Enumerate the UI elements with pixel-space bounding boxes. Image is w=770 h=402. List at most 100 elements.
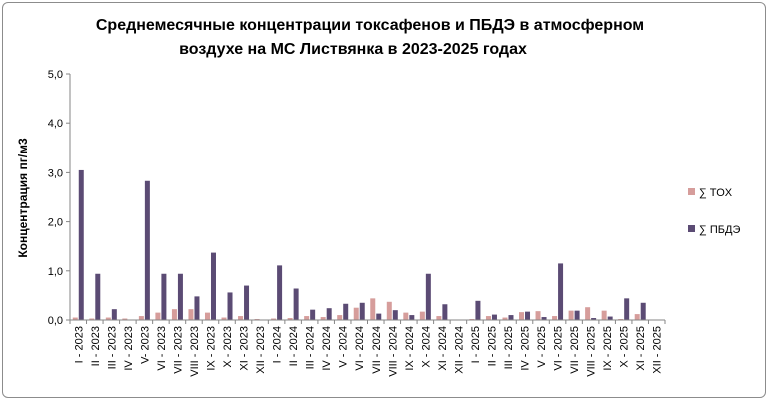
bar-pbde-10 bbox=[227, 292, 233, 320]
x-tick-label: III - 2024 bbox=[305, 326, 317, 369]
bar-pbde-18 bbox=[359, 302, 365, 320]
bar-pbde-20 bbox=[392, 310, 398, 320]
bar-tox-28 bbox=[519, 312, 525, 320]
bar-pbde-27 bbox=[508, 315, 514, 320]
bar-pbde-21 bbox=[409, 315, 415, 320]
legend: ∑ TOX ∑ ПБДЭ bbox=[688, 187, 740, 236]
bar-tox-10 bbox=[221, 317, 227, 320]
y-tick-label: 5,0 bbox=[48, 69, 63, 81]
bar-tox-23 bbox=[436, 316, 442, 320]
bar-tox-26 bbox=[485, 316, 491, 320]
x-tick-label: VII - 2025 bbox=[569, 326, 581, 374]
x-tick-label: X - 2023 bbox=[222, 326, 234, 368]
y-tick-label: 4,0 bbox=[48, 118, 63, 130]
bar-pbde-13 bbox=[277, 265, 283, 320]
x-tick-label: XII - 2024 bbox=[453, 326, 465, 374]
x-tick-label: VII - 2024 bbox=[371, 326, 383, 374]
x-tick-label: III - 2025 bbox=[503, 326, 515, 369]
bar-pbde-8 bbox=[194, 296, 200, 320]
bar-tox-5 bbox=[138, 316, 144, 320]
x-tick-label: II - 2023 bbox=[90, 326, 102, 366]
bar-tox-7 bbox=[171, 309, 177, 320]
bar-pbde-35 bbox=[640, 302, 646, 320]
x-tick-label: VI - 2025 bbox=[553, 326, 565, 371]
x-tick-label: I - 2025 bbox=[470, 326, 482, 363]
bar-tox-16 bbox=[320, 317, 326, 320]
bar-pbde-9 bbox=[210, 252, 216, 320]
x-tick-label: I - 2023 bbox=[73, 326, 85, 363]
bar-tox-13 bbox=[271, 318, 277, 320]
bar-pbde-30 bbox=[558, 263, 564, 320]
x-tick-label: XI - 2024 bbox=[437, 326, 449, 371]
bar-pbde-7 bbox=[177, 273, 183, 320]
y-tick-label: 1,0 bbox=[48, 266, 63, 278]
bar-pbde-6 bbox=[161, 273, 167, 320]
x-tick-label: VIII - 2025 bbox=[586, 326, 598, 377]
x-tick-label: X - 2025 bbox=[619, 326, 631, 368]
x-tick-label: XII - 2023 bbox=[255, 326, 267, 374]
bar-tox-27 bbox=[502, 317, 508, 320]
bar-pbde-34 bbox=[624, 298, 630, 320]
x-tick-label: I - 2024 bbox=[272, 326, 284, 363]
y-tick-label: 2,0 bbox=[48, 217, 63, 229]
bar-pbde-22 bbox=[425, 273, 431, 320]
bar-tox-22 bbox=[419, 311, 425, 320]
bar-tox-19 bbox=[370, 298, 376, 320]
bar-tox-6 bbox=[155, 312, 161, 320]
x-tick-label: VI - 2023 bbox=[156, 326, 168, 371]
x-tick-label: V - 2024 bbox=[338, 326, 350, 368]
bar-pbde-17 bbox=[343, 303, 349, 320]
bar-pbde-28 bbox=[525, 311, 531, 320]
bar-tox-29 bbox=[535, 311, 541, 320]
x-tick-label: XI - 2023 bbox=[239, 326, 251, 371]
y-axis-ticks: 0,0 1,0 2,0 3,0 4,0 5,0 bbox=[48, 69, 70, 327]
bar-tox-33 bbox=[601, 310, 607, 320]
x-tick-label: IX - 2024 bbox=[404, 326, 416, 371]
bar-tox-1 bbox=[72, 317, 78, 320]
x-tick-label: IV - 2024 bbox=[321, 326, 333, 371]
bar-pbde-33 bbox=[607, 316, 613, 320]
bar-pbde-14 bbox=[293, 288, 299, 320]
bar-pbde-5 bbox=[144, 180, 150, 320]
bar-pbde-32 bbox=[591, 318, 597, 320]
bar-tox-2 bbox=[89, 318, 95, 320]
x-tick-label: V- 2023 bbox=[139, 326, 151, 364]
legend-label-pbde: ∑ ПБДЭ bbox=[699, 224, 740, 236]
legend-swatch-tox bbox=[688, 188, 695, 195]
bar-pbde-31 bbox=[574, 310, 580, 320]
bar-tox-17 bbox=[337, 315, 343, 320]
bar-tox-3 bbox=[105, 317, 111, 320]
bar-tox-21 bbox=[403, 312, 409, 320]
x-tick-label: II - 2025 bbox=[486, 326, 498, 366]
bar-tox-9 bbox=[204, 312, 210, 320]
bar-tox-4 bbox=[122, 318, 128, 320]
x-tick-label: VI - 2024 bbox=[354, 326, 366, 371]
bar-pbde-2 bbox=[95, 273, 101, 320]
chart-title-line1: Среднемесячные концентрации токсафенов и… bbox=[96, 17, 644, 34]
x-tick-label: XI - 2025 bbox=[635, 326, 647, 371]
x-tick-label: VIII - 2024 bbox=[387, 326, 399, 377]
x-tick-label: IV - 2025 bbox=[520, 326, 532, 371]
bar-pbde-23 bbox=[442, 304, 448, 320]
bar-tox-18 bbox=[353, 307, 359, 320]
bars-group bbox=[72, 169, 646, 320]
x-tick-label: IX - 2025 bbox=[602, 326, 614, 371]
y-tick-label: 3,0 bbox=[48, 167, 63, 179]
x-tick-label: X - 2024 bbox=[420, 326, 432, 368]
bar-tox-35 bbox=[634, 314, 640, 320]
x-tick-label: III - 2023 bbox=[106, 326, 118, 369]
bar-pbde-29 bbox=[541, 317, 547, 320]
bar-pbde-25 bbox=[475, 300, 481, 320]
x-tick-label: XII - 2025 bbox=[652, 326, 664, 374]
x-tick-label: V - 2025 bbox=[536, 326, 548, 368]
legend-swatch-pbde bbox=[688, 225, 695, 232]
bar-pbde-11 bbox=[244, 285, 250, 320]
x-tick-label: IV - 2023 bbox=[123, 326, 135, 371]
x-tick-label: II - 2024 bbox=[288, 326, 300, 366]
chart-frame bbox=[2, 2, 766, 398]
bar-pbde-3 bbox=[111, 309, 117, 320]
y-axis-label: Концентрация пг/м3 bbox=[16, 138, 30, 258]
legend-label-tox: ∑ TOX bbox=[699, 187, 733, 199]
bar-tox-15 bbox=[304, 316, 310, 320]
